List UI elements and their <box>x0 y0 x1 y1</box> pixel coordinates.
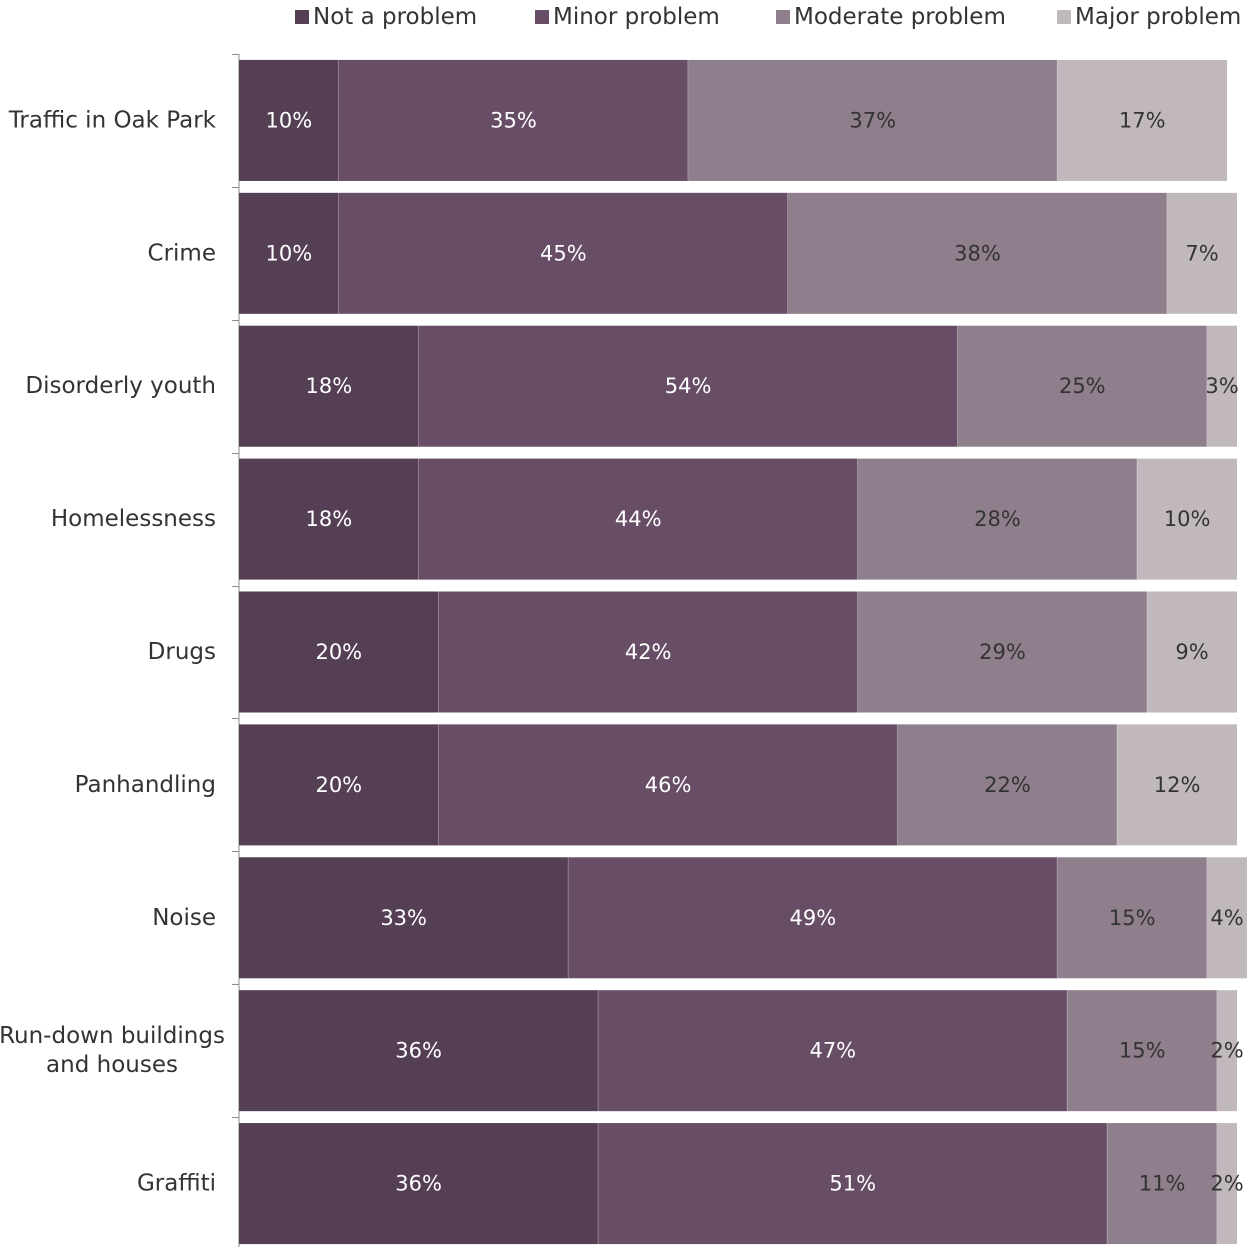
bar-segment <box>418 325 958 447</box>
bar-segment <box>239 192 339 314</box>
bar-segment <box>568 857 1058 979</box>
data-label: 4% <box>1210 906 1243 930</box>
bar-segment <box>239 1123 599 1245</box>
bar-segment <box>598 1123 1108 1245</box>
data-label: 47% <box>809 1039 856 1063</box>
data-label: 37% <box>849 108 896 132</box>
data-label: 2% <box>1210 1172 1243 1196</box>
bar-segment <box>1217 1123 1237 1245</box>
data-label: 29% <box>979 640 1026 664</box>
bar-segment <box>1217 990 1237 1112</box>
legend-item-minor-problem: Minor problem <box>535 4 720 30</box>
legend-swatch <box>776 10 790 24</box>
bar-segment <box>438 724 898 846</box>
data-label: 25% <box>1059 374 1106 398</box>
bar-segment <box>857 591 1148 713</box>
legend-swatch <box>535 10 549 24</box>
data-label: 10% <box>1164 507 1211 531</box>
bar-segment <box>239 59 339 181</box>
bar-segment <box>957 325 1208 447</box>
bar-segment <box>857 458 1138 580</box>
data-label: 18% <box>305 507 352 531</box>
data-label: 44% <box>615 507 662 531</box>
legend-label: Not a problem <box>313 4 478 30</box>
data-label: 35% <box>490 108 537 132</box>
data-label: 51% <box>829 1172 876 1196</box>
data-label: 20% <box>315 773 362 797</box>
category-label: Disorderly youth <box>25 373 216 399</box>
data-label: 38% <box>954 241 1001 265</box>
legend-item-major-problem: Major problem <box>1057 4 1241 30</box>
data-label: 46% <box>645 773 692 797</box>
legend-label: Moderate problem <box>794 4 1006 30</box>
data-label: 36% <box>395 1039 442 1063</box>
category-label: Panhandling <box>75 772 216 798</box>
bar-segment <box>338 192 788 314</box>
bar-segment <box>239 990 599 1112</box>
chart-legend: Not a problem Minor problem Moderate pro… <box>0 4 1250 38</box>
data-label: 15% <box>1119 1039 1166 1063</box>
legend-item-moderate-problem: Moderate problem <box>776 4 1006 30</box>
data-label: 3% <box>1205 374 1238 398</box>
data-label: 22% <box>984 773 1031 797</box>
bar-segment <box>787 192 1168 314</box>
data-label: 36% <box>395 1172 442 1196</box>
data-label: 49% <box>790 906 837 930</box>
data-label: 9% <box>1175 640 1208 664</box>
bar-segment <box>1167 192 1237 314</box>
bar-segment <box>239 591 439 713</box>
data-label: 45% <box>540 241 587 265</box>
bar-segment <box>1207 325 1237 447</box>
data-label: 20% <box>315 640 362 664</box>
bar-segment <box>239 724 439 846</box>
bar-segment <box>1207 857 1247 979</box>
category-label: Run-down buildings and houses <box>0 1023 225 1078</box>
bar-segment <box>1057 59 1228 181</box>
data-label: 12% <box>1154 773 1201 797</box>
data-label: 7% <box>1185 241 1218 265</box>
bar-segment <box>897 724 1118 846</box>
data-label: 18% <box>305 374 352 398</box>
data-label: 28% <box>974 507 1021 531</box>
bar-segment <box>239 325 419 447</box>
data-label: 54% <box>665 374 712 398</box>
bar-segment <box>239 458 419 580</box>
data-label: 10% <box>266 108 313 132</box>
data-label: 42% <box>625 640 672 664</box>
category-label: Graffiti <box>137 1171 216 1197</box>
category-label: Drugs <box>148 639 216 665</box>
bar-segment <box>1057 857 1208 979</box>
bar-segment <box>338 59 689 181</box>
category-label: Homelessness <box>51 506 216 532</box>
bar-segment <box>598 990 1068 1112</box>
category-label: Noise <box>152 905 216 931</box>
data-label: 17% <box>1119 108 1166 132</box>
bar-segment <box>1147 591 1237 713</box>
data-label: 2% <box>1210 1039 1243 1063</box>
bar-segment <box>418 458 858 580</box>
bar-segment <box>1107 1123 1218 1245</box>
category-label: Traffic in Oak Park <box>8 107 217 133</box>
category-label: Crime <box>148 240 216 266</box>
data-label: 11% <box>1139 1172 1186 1196</box>
bar-segment <box>239 857 569 979</box>
bar-segment <box>1117 724 1237 846</box>
bar-segment <box>1137 458 1237 580</box>
data-label: 33% <box>380 906 427 930</box>
bar-segment <box>688 59 1058 181</box>
data-label: 15% <box>1109 906 1156 930</box>
bar-segment <box>438 591 858 713</box>
legend-swatch <box>295 10 309 24</box>
bar-segment <box>1067 990 1218 1112</box>
legend-label: Major problem <box>1075 4 1242 30</box>
legend-item-not-a-problem: Not a problem <box>295 4 477 30</box>
legend-swatch <box>1057 10 1071 24</box>
data-label: 10% <box>266 241 313 265</box>
legend-label: Minor problem <box>553 4 720 30</box>
